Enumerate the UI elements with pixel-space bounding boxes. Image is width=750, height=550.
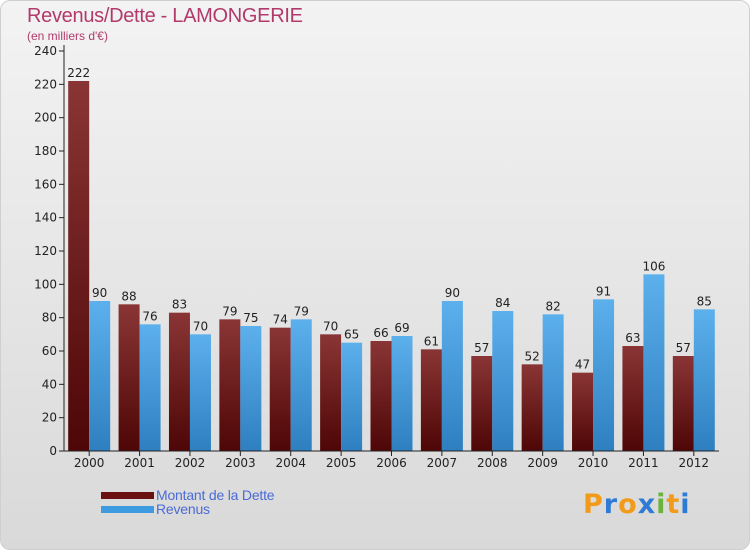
data-label-revenus-2000: 90	[92, 286, 107, 300]
axes-layer: 0 20 40 60 80 100 120 140 160 180 200 220 240 2000 200…	[34, 44, 719, 470]
bar-revenus-2011	[643, 274, 665, 451]
x-tick-label: 2005	[326, 456, 357, 470]
y-tick-label: 200	[34, 111, 57, 125]
logo-letter: i	[656, 489, 667, 520]
y-tick-label: 180	[34, 144, 57, 158]
x-tick-label: 2004	[275, 456, 306, 470]
data-label-dette-2003: 79	[222, 304, 237, 318]
bar-revenus-2001	[139, 324, 161, 451]
bar-revenus-2002	[189, 334, 211, 451]
y-tick-label: 220	[34, 77, 57, 91]
legend-label-dette: Montant de la Dette	[156, 487, 275, 503]
x-tick-label: 2001	[124, 456, 155, 470]
data-label-revenus-2002: 70	[193, 319, 208, 333]
bar-revenus-2005	[341, 342, 363, 451]
data-label-revenus-2006: 69	[394, 321, 409, 335]
data-label-revenus-2012: 85	[697, 294, 712, 308]
x-tick-label: 2007	[427, 456, 458, 470]
bar-dette-2001	[118, 304, 140, 451]
data-label-dette-2004: 74	[273, 313, 288, 327]
legend-swatch-dette	[101, 492, 154, 499]
bar-dette-2010	[572, 372, 594, 451]
data-label-revenus-2005: 65	[344, 328, 359, 342]
bar-revenus-2004	[290, 319, 312, 451]
data-label-dette-2000: 222	[67, 66, 90, 80]
y-tick-label: 40	[42, 377, 57, 391]
data-label-dette-2011: 63	[625, 331, 640, 345]
data-label-dette-2012: 57	[676, 341, 691, 355]
bar-dette-2002	[168, 312, 190, 451]
y-tick-label: 240	[34, 44, 57, 58]
y-tick-label: 80	[42, 311, 57, 325]
logo-letter: P	[583, 489, 604, 520]
x-tick-label: 2000	[74, 456, 105, 470]
bar-dette-2011	[622, 346, 644, 451]
data-label-dette-2009: 52	[525, 349, 540, 363]
bar-dette-2007	[420, 349, 442, 451]
x-tick-label: 2011	[628, 456, 659, 470]
bar-revenus-2003	[240, 326, 262, 451]
data-label-dette-2005: 70	[323, 319, 338, 333]
x-tick-label: 2010	[578, 456, 609, 470]
y-tick-label: 140	[34, 211, 57, 225]
data-label-revenus-2008: 84	[495, 296, 510, 310]
logo-letter: r	[603, 489, 619, 520]
bar-revenus-2012	[693, 309, 715, 451]
y-tick-label: 120	[34, 244, 57, 258]
x-tick-label: 2002	[175, 456, 206, 470]
data-label-dette-2007: 61	[424, 334, 439, 348]
x-tick-label: 2003	[225, 456, 256, 470]
bar-revenus-2006	[391, 336, 413, 451]
bar-revenus-2009	[542, 314, 564, 451]
data-label-revenus-2007: 90	[445, 286, 460, 300]
y-tick-label: 60	[42, 344, 57, 358]
bar-dette-2012	[672, 356, 694, 451]
legend-label-revenus: Revenus	[156, 501, 210, 517]
bar-revenus-2008	[492, 311, 514, 451]
logo-letter: o	[618, 489, 638, 520]
data-label-dette-2006: 66	[373, 326, 388, 340]
logo-letter: x	[637, 489, 657, 520]
x-tick-label: 2012	[679, 456, 710, 470]
x-tick-label: 2006	[376, 456, 407, 470]
x-tick-label: 2008	[477, 456, 508, 470]
x-tick-label: 2009	[527, 456, 558, 470]
bar-dette-2008	[471, 356, 493, 451]
bar-dette-2006	[370, 341, 392, 451]
data-label-dette-2008: 57	[474, 341, 489, 355]
data-labels-layer: 222 90 88 76 83 70 79 75 74 79 70 65 66 69 61 90 57 84 52 8…	[67, 66, 712, 372]
proxiti-logo: Proxiti	[583, 489, 691, 520]
logo-letter: t	[666, 489, 681, 520]
data-label-revenus-2011: 106	[642, 259, 665, 273]
bars-layer	[68, 81, 715, 451]
bar-revenus-2010	[593, 299, 615, 451]
y-tick-label: 0	[49, 444, 57, 458]
bar-dette-2009	[521, 364, 543, 451]
bar-dette-2000	[68, 81, 90, 451]
bar-dette-2005	[320, 334, 342, 451]
y-tick-label: 100	[34, 277, 57, 291]
data-label-dette-2002: 83	[172, 298, 187, 312]
legend-swatch-revenus	[101, 506, 154, 513]
y-tick-label: 20	[42, 411, 57, 425]
chart-title: Revenus/Dette - LAMONGERIE	[27, 5, 303, 27]
data-label-dette-2010: 47	[575, 358, 590, 372]
logo-letter: i	[680, 489, 691, 520]
data-label-revenus-2001: 76	[142, 309, 157, 323]
data-label-revenus-2004: 79	[294, 304, 309, 318]
bar-dette-2003	[219, 319, 241, 451]
bar-revenus-2000	[89, 301, 111, 451]
bar-revenus-2007	[441, 301, 463, 451]
chart-subtitle: (en milliers d'€)	[27, 29, 108, 43]
y-tick-label: 160	[34, 177, 57, 191]
data-label-revenus-2003: 75	[243, 311, 258, 325]
data-label-dette-2001: 88	[121, 289, 136, 303]
data-label-revenus-2010: 91	[596, 284, 611, 298]
bar-dette-2004	[269, 327, 291, 451]
data-label-revenus-2009: 82	[546, 299, 561, 313]
